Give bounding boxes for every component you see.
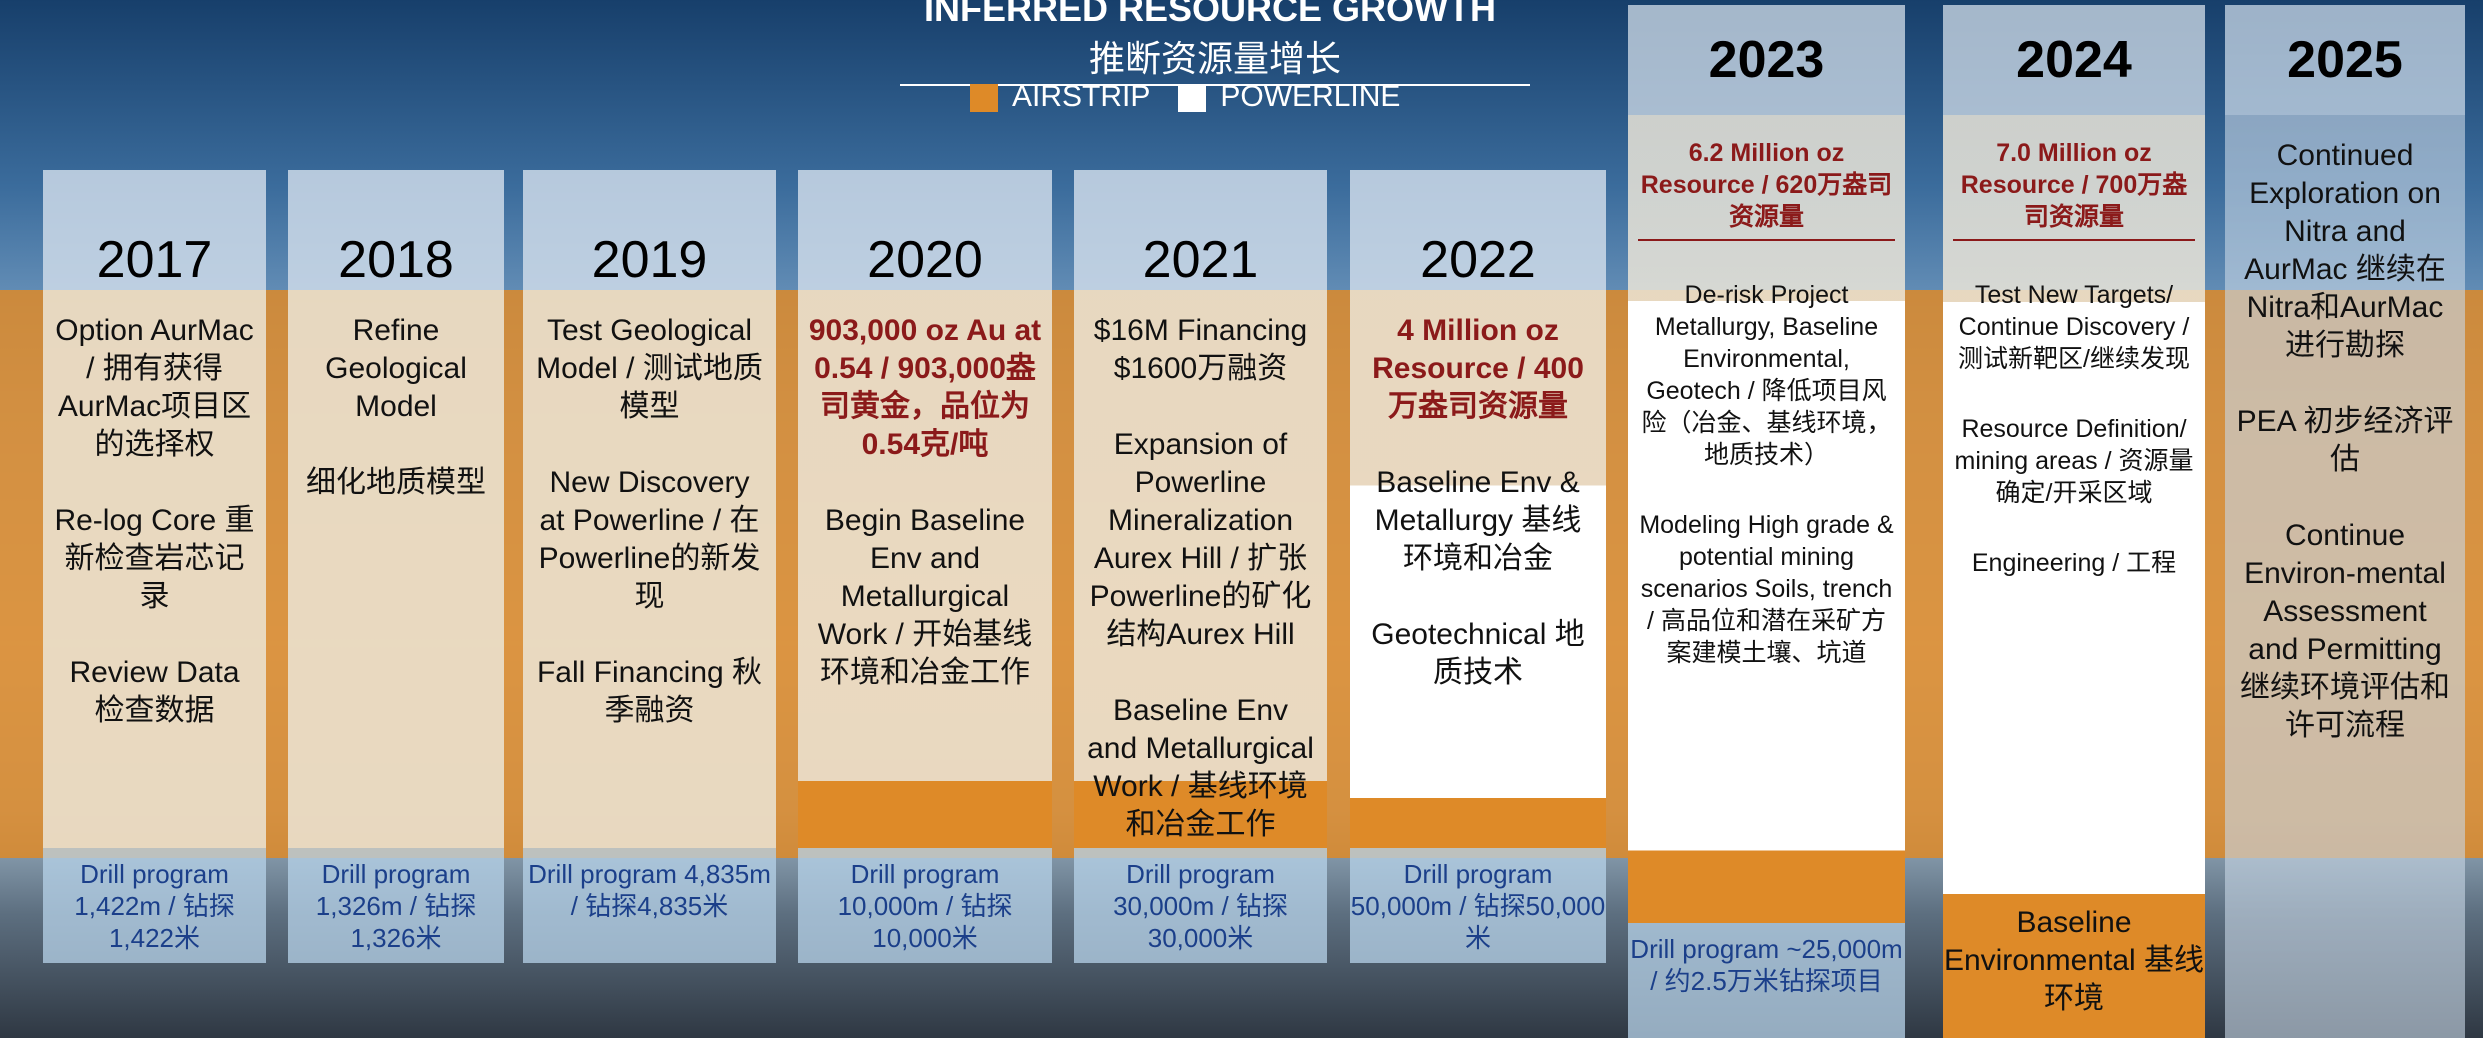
drill-program: Drill program 1,422m / 钻探1,422米 bbox=[43, 848, 266, 963]
swatch bbox=[970, 84, 998, 112]
milestone: $16M Financing $1600万融资 bbox=[1084, 312, 1317, 388]
year: 2021 bbox=[1074, 170, 1327, 290]
milestone: Baseline Env and Metallurgical Work / 基线… bbox=[1084, 692, 1317, 844]
resource-highlight: 6.2 Million oz Resource / 620万盎司资源量 bbox=[1638, 137, 1895, 241]
column-body: 6.2 Million oz Resource / 620万盎司资源量 De-ri… bbox=[1628, 115, 1905, 923]
drill-program: Baseline Environmental 基线环境 bbox=[1943, 894, 2205, 1038]
year: 2018 bbox=[288, 170, 504, 290]
legend-item: POWERLINE bbox=[1178, 80, 1400, 114]
subtitle: 推断资源量增长 bbox=[900, 30, 1530, 86]
year: 2024 bbox=[1943, 5, 2205, 115]
column-body: Option AurMac / 拥有获得AurMac项目区的选择权 Re-log … bbox=[43, 290, 266, 848]
year-column: 2019 Test Geological Model / 测试地质模型 New Di… bbox=[523, 170, 776, 963]
milestone: Test Geological Model / 测试地质模型 bbox=[533, 312, 766, 426]
column-body: Refine Geological Model 细化地质模型 bbox=[288, 290, 504, 848]
milestone: Resource Definition/ mining areas / 资源量确… bbox=[1953, 413, 2195, 509]
milestone: Refine Geological Model bbox=[298, 312, 494, 426]
milestone: Option AurMac / 拥有获得AurMac项目区的选择权 bbox=[53, 312, 256, 464]
drill-program: Drill program 10,000m / 钻探10,000米 bbox=[798, 848, 1052, 963]
title: INFERRED RESOURCE GROWTH bbox=[880, 0, 1540, 30]
milestone: Expansion of Powerline Mineralization Au… bbox=[1084, 426, 1317, 654]
year-column: 2021 $16M Financing $1600万融资 Expansion of … bbox=[1074, 170, 1327, 963]
drill-program: Drill program 4,835m / 钻探4,835米 bbox=[523, 848, 776, 963]
year-column: 2024 7.0 Million oz Resource / 700万盎司资源量 T… bbox=[1943, 5, 2205, 1038]
year-column: 2020 903,000 oz Au at 0.54 / 903,000盎司黄金，… bbox=[798, 170, 1052, 963]
column-body: Continued Exploration on Nitra and AurMa… bbox=[2225, 115, 2465, 1038]
year: 2022 bbox=[1350, 170, 1606, 290]
year-column: 2022 4 Million oz Resource / 400万盎司资源量 Bas… bbox=[1350, 170, 1606, 963]
milestone: Engineering / 工程 bbox=[1953, 547, 2195, 579]
drill-program: Drill program ~25,000m / 约2.5万米钻探项目 bbox=[1628, 923, 1905, 1038]
year-column: 2023 6.2 Million oz Resource / 620万盎司资源量 D… bbox=[1628, 5, 1905, 1038]
legend-label: AIRSTRIP bbox=[1012, 80, 1150, 113]
year: 2017 bbox=[43, 170, 266, 290]
milestone: Geotechnical 地质技术 bbox=[1360, 616, 1596, 692]
milestone: PEA 初步经济评估 bbox=[2235, 403, 2455, 479]
milestone: Re-log Core 重新检查岩芯记录 bbox=[53, 502, 256, 616]
year-column: 2017 Option AurMac / 拥有获得AurMac项目区的选择权 Re-… bbox=[43, 170, 266, 963]
column-body: Test Geological Model / 测试地质模型 New Discov… bbox=[523, 290, 776, 848]
milestone: Continued Exploration on Nitra and AurMa… bbox=[2235, 137, 2455, 365]
year: 2020 bbox=[798, 170, 1052, 290]
milestone: Modeling High grade & potential mining s… bbox=[1638, 509, 1895, 669]
legend-label: POWERLINE bbox=[1220, 80, 1400, 113]
column-body: 7.0 Million oz Resource / 700万盎司资源量 Test … bbox=[1943, 115, 2205, 894]
milestone: Fall Financing 秋季融资 bbox=[533, 654, 766, 730]
page: INFERRED RESOURCE GROWTH 推断资源量增长 AIRSTRI… bbox=[0, 0, 2483, 1038]
year: 2023 bbox=[1628, 5, 1905, 115]
resource-highlight: 4 Million oz Resource / 400万盎司资源量 bbox=[1360, 312, 1596, 426]
resource-highlight: 903,000 oz Au at 0.54 / 903,000盎司黄金，品位为0… bbox=[808, 312, 1042, 464]
drill-program: Drill program 1,326m / 钻探1,326米 bbox=[288, 848, 504, 963]
column-body: $16M Financing $1600万融资 Expansion of Powe… bbox=[1074, 290, 1327, 848]
milestone: Test New Targets/ Continue Discovery / 测… bbox=[1953, 279, 2195, 375]
resource-highlight: 7.0 Million oz Resource / 700万盎司资源量 bbox=[1953, 137, 2195, 241]
milestone: De-risk Project Metallurgy, Baseline Env… bbox=[1638, 279, 1895, 471]
column-body: 4 Million oz Resource / 400万盎司资源量 Baselin… bbox=[1350, 290, 1606, 848]
year-column: 2025 Continued Exploration on Nitra and A… bbox=[2225, 5, 2465, 1038]
year: 2025 bbox=[2225, 5, 2465, 115]
legend: AIRSTRIP POWERLINE bbox=[970, 80, 1400, 114]
milestone: Review Data 检查数据 bbox=[53, 654, 256, 730]
milestone: Begin Baseline Env and Metallurgical Wor… bbox=[808, 502, 1042, 692]
milestone: Baseline Env & Metallurgy 基线环境和冶金 bbox=[1360, 464, 1596, 578]
legend-item: AIRSTRIP bbox=[970, 80, 1150, 114]
year-column: 2018 Refine Geological Model 细化地质模型 Drill p… bbox=[288, 170, 504, 963]
milestone: New Discovery at Powerline / 在Powerline的… bbox=[533, 464, 766, 616]
drill-program: Drill program 30,000m / 钻探30,000米 bbox=[1074, 848, 1327, 963]
swatch bbox=[1178, 84, 1206, 112]
milestone: Continue Environ-mental Assessment and P… bbox=[2235, 517, 2455, 745]
drill-program: Drill program 50,000m / 钻探50,000米 bbox=[1350, 848, 1606, 963]
year: 2019 bbox=[523, 170, 776, 290]
milestone: 细化地质模型 bbox=[298, 464, 494, 502]
column-body: 903,000 oz Au at 0.54 / 903,000盎司黄金，品位为0… bbox=[798, 290, 1052, 848]
